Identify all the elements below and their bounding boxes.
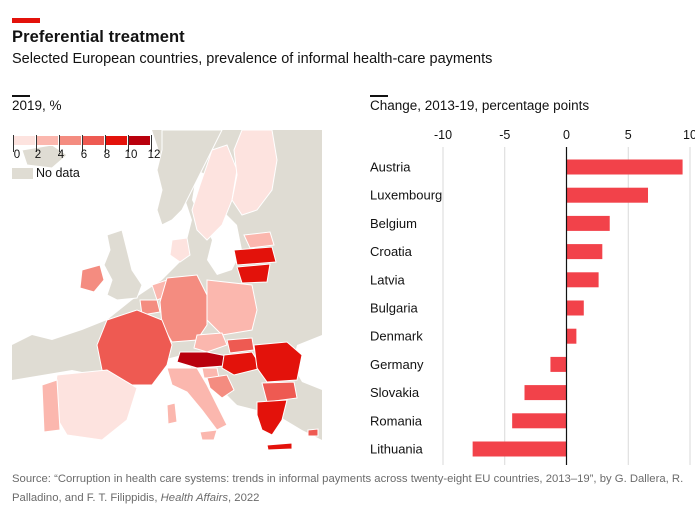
uk-land [103,229,143,301]
europe-map [12,130,322,456]
bars-section-label: Change, 2013-19, percentage points [370,98,590,113]
source-note: Source: “Corruption in health care syste… [12,470,692,508]
bar-chart-svg: -10 -5 0 5 10 Austria Luxembourg Belgium Croatia… [370,128,697,465]
x-tick-label: 0 [563,128,570,142]
legend-tick [128,135,129,152]
map-section-label: 2019, % [12,98,62,113]
category-label: Romania [370,413,423,428]
portugal-region [41,379,61,433]
slovakia-region [226,337,255,354]
greece-region [256,399,288,436]
legend-tick [105,135,106,152]
atlantic-sea [12,130,192,345]
category-label: Lithuania [370,442,424,457]
bulgaria-region [261,381,298,403]
legend-tick [13,135,14,152]
latvia-region [233,246,277,266]
legend-no-data-swatch [12,168,33,179]
ireland-region [79,264,105,293]
bar [550,356,567,372]
category-label: Luxembourg [370,188,442,203]
europe-map-svg [12,130,322,456]
bar [566,244,603,260]
source-year: , 2022 [228,492,260,504]
x-tick-label: 5 [625,128,632,142]
sweden-region [191,144,238,241]
category-label: Austria [370,160,411,175]
bar [512,413,567,429]
chart-title: Preferential treatment [12,28,185,46]
legend-tick [82,135,83,152]
x-tick-label: -10 [434,128,452,142]
legend-tick-label: 12 [147,149,161,161]
bar [472,441,567,457]
category-label: Denmark [370,329,423,344]
crete-region [266,442,293,451]
poland-region [206,279,258,336]
legend-swatch [128,135,151,146]
bar [524,385,567,401]
bar [566,187,649,203]
legend-swatch [59,135,82,146]
category-label: Latvia [370,272,405,287]
category-label: Slovakia [370,385,420,400]
legend-tick-label: 2 [34,149,42,161]
change-bar-chart: -10 -5 0 5 10 Austria Luxembourg Belgium Croatia… [365,125,697,465]
sicily-region [199,429,218,441]
lithuania-region [236,263,271,284]
romania-region [253,341,303,383]
bar [566,328,577,344]
legend-no-data-label: No data [36,166,80,180]
bar [566,159,683,175]
legend-tick-label: 0 [13,149,21,161]
bar [566,215,610,231]
denmark-region [169,237,191,263]
sardinia-region [166,402,178,425]
category-label: Germany [370,357,424,372]
black-sea [292,335,322,390]
legend-swatch [82,135,105,146]
bars-section-rule [370,95,388,97]
finland-region [231,130,278,216]
legend-swatch [105,135,128,146]
cyprus-region [307,428,319,437]
croatia-region [206,374,235,399]
legend-tick-label: 6 [80,149,88,161]
category-label: Croatia [370,244,413,259]
map-section-rule [12,95,30,97]
legend-swatch [36,135,59,146]
czechia-region [193,332,228,353]
legend-swatch [13,135,36,146]
legend-tick [151,135,152,152]
map-legend: 0 2 4 6 8 10 12 No data [12,135,162,183]
source-journal: Health Affairs [160,492,229,504]
france-region [96,309,173,386]
source-text: Source: “Corruption in health care syste… [12,473,684,504]
italy-region [166,367,228,431]
hungary-region [221,351,263,376]
category-label: Bulgaria [370,301,418,316]
estonia-region [243,231,275,249]
legend-tick [36,135,37,152]
belgium-region [139,299,161,316]
chart-subtitle: Selected European countries, prevalence … [12,51,493,67]
legend-tick-label: 10 [124,149,138,161]
legend-tick [59,135,60,152]
category-label: Belgium [370,216,417,231]
x-tick-label: 10 [683,128,695,142]
bar [566,272,599,288]
brand-accent-bar [12,18,40,23]
x-tick-label: -5 [499,128,510,142]
bar [566,300,584,316]
legend-tick-label: 4 [57,149,65,161]
legend-tick-label: 8 [103,149,111,161]
